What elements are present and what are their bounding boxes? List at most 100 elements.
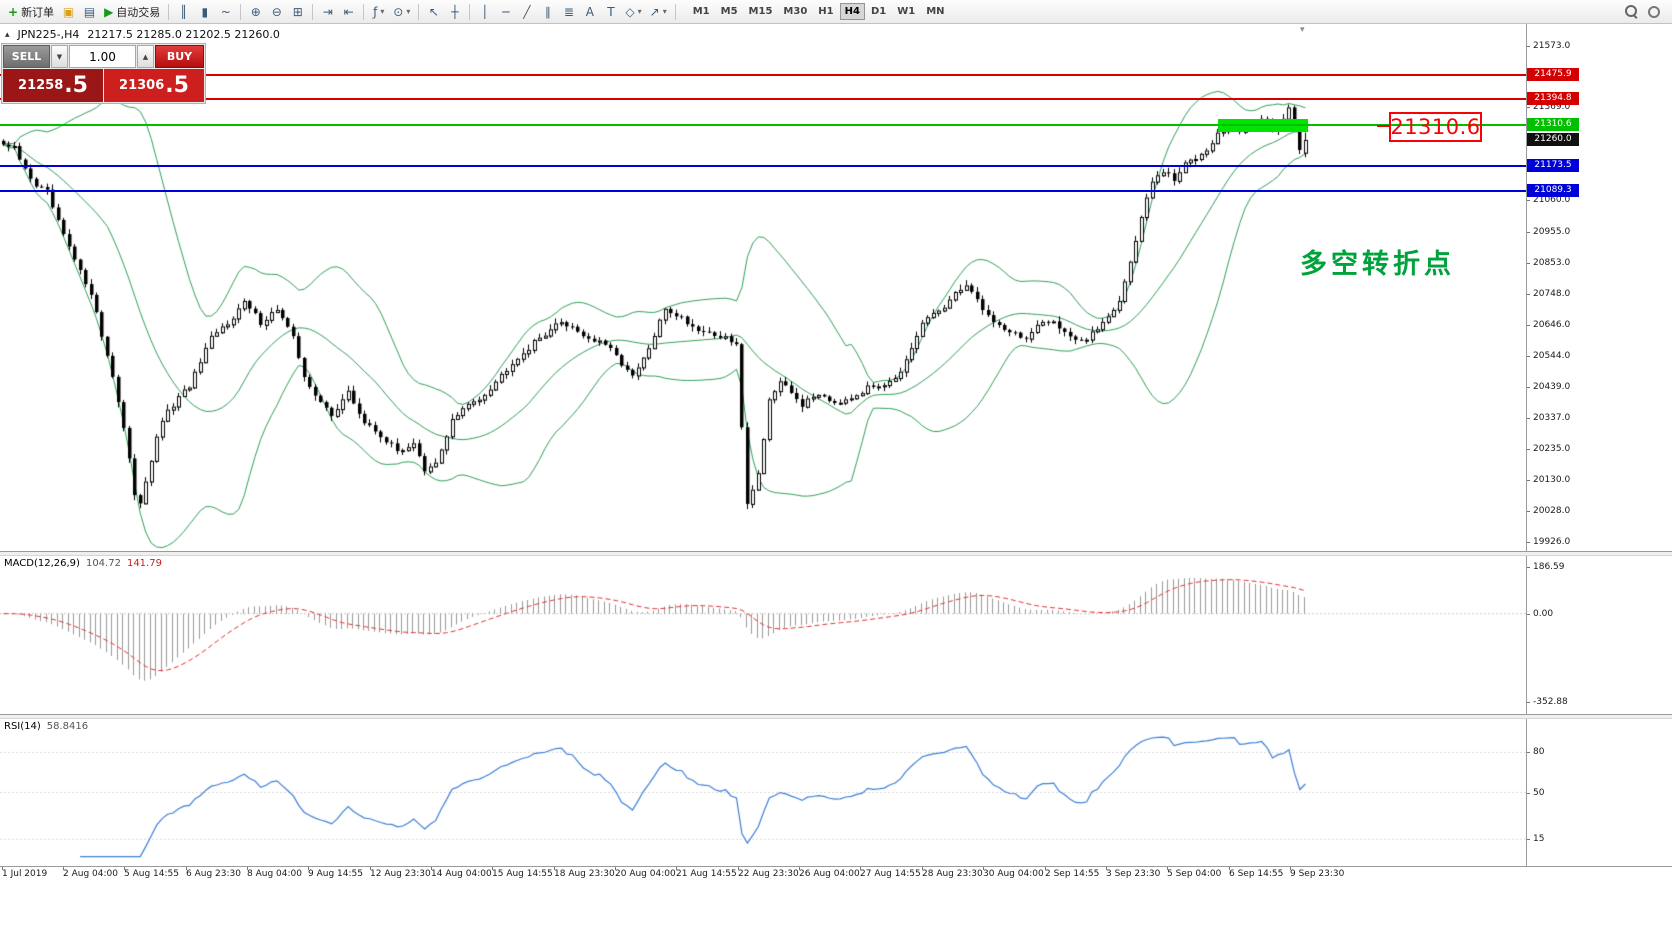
level-line-21173.5[interactable]	[0, 165, 1526, 167]
time-axis-label: 3 Sep 23:30	[1106, 869, 1161, 879]
time-axis-tickmark	[1229, 866, 1230, 870]
chart-shift-button[interactable]: ⇤	[338, 2, 359, 22]
tile-windows-button[interactable]: ⊞	[287, 2, 308, 22]
vertical-line-button[interactable]: │	[474, 2, 495, 22]
toolbar-separator	[312, 3, 314, 20]
macd-axis-label: 186.59	[1533, 561, 1565, 572]
level-price-badge: 21173.5	[1527, 159, 1579, 172]
bar-chart-icon: ║	[180, 4, 188, 19]
panel-separator[interactable]	[0, 551, 1672, 556]
crosshair-button[interactable]: ┼	[444, 2, 465, 22]
rsi-panel-canvas[interactable]	[0, 719, 1526, 866]
time-axis-label: 2 Sep 14:55	[1045, 869, 1100, 879]
current-price-badge: 21260.0	[1527, 133, 1579, 146]
community-icon[interactable]	[1648, 5, 1660, 18]
text-tool-button[interactable]: A	[579, 2, 600, 22]
time-axis-tickmark	[860, 866, 861, 870]
price-axis-tickmark	[1526, 542, 1530, 543]
time-axis-label: 1 Jul 2019	[2, 869, 48, 879]
search-icon[interactable]	[1625, 5, 1638, 18]
chevron-down-icon: ▾	[637, 6, 642, 16]
macd-value-signal: 141.79	[126, 558, 162, 569]
horizontal-line-button[interactable]: ─	[495, 2, 516, 22]
price-axis-tick: 20748.0	[1533, 289, 1571, 300]
arrows-button[interactable]: ↗ ▾	[646, 2, 671, 22]
price-axis-tick: 20544.0	[1533, 350, 1571, 361]
cycles-button[interactable]: ⊙ ▾	[389, 2, 414, 22]
cycles-icon: ⊙	[393, 4, 404, 19]
price-axis-tickmark	[1526, 294, 1530, 295]
toolbar-right	[1625, 5, 1668, 18]
bars-chart-button[interactable]: ║	[173, 2, 194, 22]
shapes-button[interactable]: ◇ ▾	[621, 2, 645, 22]
sell-price[interactable]: 21258 .5	[3, 69, 103, 102]
panel-collapse-icon[interactable]: ▴	[5, 29, 10, 40]
main-chart-canvas[interactable]	[0, 24, 1526, 551]
label-tool-button[interactable]: T	[600, 2, 621, 22]
volume-up-button[interactable]: ▲	[137, 45, 154, 68]
timeframe-button-w1[interactable]: W1	[892, 3, 920, 20]
time-axis-tickmark	[63, 866, 64, 870]
zoom-out-button[interactable]: ⊖	[266, 2, 287, 22]
time-axis-tickmark	[676, 866, 677, 870]
turning-point-note[interactable]: 多空转折点	[1300, 249, 1455, 280]
macd-axis-tickmark	[1526, 614, 1530, 615]
timeframe-button-mn[interactable]: MN	[921, 3, 949, 20]
price-axis-tick: 19926.0	[1533, 536, 1571, 547]
trendline-button[interactable]: ╱	[516, 2, 537, 22]
auto-trading-button[interactable]: ▶ 自动交易	[100, 2, 164, 22]
zoom-in-button[interactable]: ⊕	[245, 2, 266, 22]
price-axis-tickmark	[1526, 387, 1530, 388]
time-axis-label: 28 Aug 23:30	[922, 869, 983, 879]
toolbar-separator	[240, 3, 242, 20]
fibonacci-button[interactable]: ≣	[558, 2, 579, 22]
level-line-21089.3[interactable]	[0, 190, 1526, 192]
time-axis-tickmark	[492, 866, 493, 870]
sell-price-frac: .5	[64, 73, 88, 98]
chart-window-button[interactable]: ▣	[58, 2, 79, 22]
price-axis-tick: 20235.0	[1533, 443, 1571, 454]
annotation-connector-line	[1377, 125, 1389, 127]
price-axis-tick: 20853.0	[1533, 257, 1571, 268]
auto-scroll-button[interactable]: ⇥	[317, 2, 338, 22]
time-axis-tickmark	[308, 866, 309, 870]
timeframe-button-h1[interactable]: H1	[813, 3, 838, 20]
time-axis-tickmark	[615, 866, 616, 870]
timeframe-button-m1[interactable]: M1	[688, 3, 715, 20]
timeframe-button-m15[interactable]: M15	[744, 3, 778, 20]
time-axis-label: 9 Aug 14:55	[308, 869, 363, 879]
price-annotation-box[interactable]: 21310.6	[1389, 112, 1482, 142]
channel-button[interactable]: ∥	[537, 2, 558, 22]
cursor-button[interactable]: ↖	[423, 2, 444, 22]
line-chart-button[interactable]: ~	[215, 2, 236, 22]
trade-panel-controls: SELL ▼ ▲ BUY	[3, 45, 204, 68]
timeframe-button-m5[interactable]: M5	[716, 3, 743, 20]
time-axis-label: 5 Sep 04:00	[1167, 869, 1222, 879]
chevron-down-icon: ▾	[380, 6, 385, 16]
level-price-badge: 21310.6	[1527, 118, 1579, 131]
level-line-21394.8[interactable]	[0, 98, 1526, 100]
level-line-21475.9[interactable]	[0, 74, 1526, 76]
timeframe-button-d1[interactable]: D1	[866, 3, 891, 20]
sell-button[interactable]: SELL	[3, 45, 50, 68]
shapes-icon: ◇	[625, 4, 635, 19]
timeframe-button-h4[interactable]: H4	[839, 3, 865, 20]
timeframe-button-m30[interactable]: M30	[778, 3, 812, 20]
text-tool-icon: A	[585, 4, 594, 19]
buy-price[interactable]: 21306 .5	[104, 69, 204, 102]
level-line-21310.6[interactable]	[0, 124, 1526, 126]
volume-down-button[interactable]: ▼	[51, 45, 68, 68]
volume-input[interactable]	[69, 45, 136, 68]
chevron-down-icon: ▾	[406, 6, 411, 16]
macd-panel-canvas[interactable]	[0, 556, 1526, 714]
toolbar-separator	[469, 3, 471, 20]
new-order-button[interactable]: + 新订单	[4, 2, 58, 22]
time-axis-tickmark	[1106, 866, 1107, 870]
panel-separator[interactable]	[0, 714, 1672, 719]
buy-button[interactable]: BUY	[155, 45, 204, 68]
profiles-button[interactable]: ▤	[79, 2, 100, 22]
candles-chart-button[interactable]: ▮	[194, 2, 215, 22]
buy-price-frac: .5	[165, 73, 189, 98]
indicators-button[interactable]: ƒ ▾	[368, 2, 389, 22]
toolbar-separator	[418, 3, 420, 20]
